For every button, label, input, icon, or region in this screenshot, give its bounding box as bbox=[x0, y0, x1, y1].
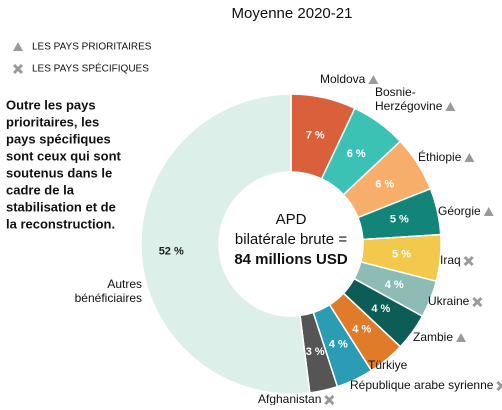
note-line: cadre de la bbox=[6, 182, 75, 197]
center-label: APD bbox=[276, 211, 307, 228]
category-label: Iraq bbox=[440, 253, 461, 267]
note-line: Outre les pays bbox=[6, 97, 96, 112]
legend-label: LES PAYS SPÉCIFIQUES bbox=[32, 62, 149, 75]
priority-marker bbox=[464, 153, 475, 162]
specific-marker bbox=[12, 63, 24, 75]
note-line: stabilisation et de bbox=[6, 199, 116, 214]
specific-marker bbox=[496, 380, 502, 392]
value-label: 4 % bbox=[371, 303, 390, 315]
chart-subtitle: Moyenne 2020-21 bbox=[232, 5, 353, 22]
value-label: 5 % bbox=[390, 214, 409, 226]
category-label: Türkiye bbox=[368, 358, 408, 372]
legend-label: LES PAYS PRIORITAIRES bbox=[32, 42, 152, 53]
category-label: République arabe syrienne bbox=[350, 378, 494, 392]
category-label: Herzégovine bbox=[375, 99, 443, 113]
value-label: 4 % bbox=[352, 323, 371, 335]
note-line: sont ceux qui sont bbox=[6, 148, 122, 163]
priority-marker bbox=[368, 75, 379, 84]
category-label: Afghanistan bbox=[258, 392, 321, 405]
category-label: Géorgie bbox=[438, 204, 481, 218]
value-label: 4 % bbox=[329, 338, 348, 350]
category-label: Éthiopie bbox=[418, 149, 462, 164]
note-line: pays spécifiques bbox=[6, 131, 111, 146]
note-line: prioritaires, les bbox=[6, 114, 99, 129]
specific-marker bbox=[463, 255, 474, 267]
center-label: 84 millions USD bbox=[234, 251, 348, 268]
specific-marker bbox=[472, 296, 483, 308]
note-line: soutenus dans le bbox=[6, 165, 112, 180]
category-label: Zambie bbox=[413, 330, 453, 344]
priority-marker bbox=[13, 42, 23, 51]
category-label: Autres bbox=[107, 277, 142, 291]
category-label: Bosnie- bbox=[375, 85, 416, 99]
value-label: 7 % bbox=[306, 130, 325, 142]
category-label: Moldova bbox=[320, 72, 366, 86]
value-label: 3 % bbox=[306, 346, 325, 358]
note-line: la reconstruction. bbox=[6, 216, 115, 231]
priority-marker bbox=[456, 333, 467, 342]
category-label: bénéficiaires bbox=[75, 291, 142, 305]
value-label: 5 % bbox=[392, 248, 411, 260]
center-label: bilatérale brute = bbox=[235, 231, 347, 248]
value-label: 52 % bbox=[159, 245, 184, 257]
value-label: 6 % bbox=[375, 178, 394, 190]
value-label: 6 % bbox=[347, 148, 366, 160]
priority-marker bbox=[483, 207, 494, 216]
category-label: Ukraine bbox=[428, 294, 470, 308]
donut-slice bbox=[140, 93, 311, 395]
value-label: 4 % bbox=[385, 279, 404, 291]
priority-marker bbox=[445, 102, 456, 111]
specific-marker bbox=[324, 394, 335, 406]
